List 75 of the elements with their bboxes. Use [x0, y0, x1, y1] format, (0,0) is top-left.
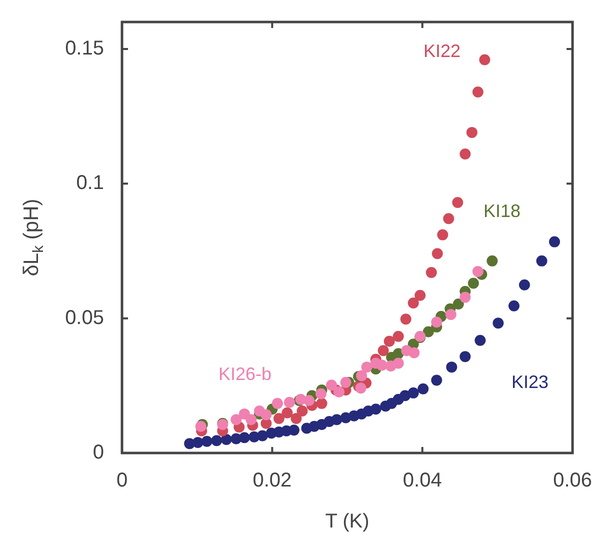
x-axis-title: T (K): [325, 510, 370, 533]
point: [445, 309, 456, 320]
y-tick-label: 0.05: [65, 306, 104, 329]
point: [334, 386, 345, 398]
point: [408, 387, 419, 398]
point: [392, 358, 404, 369]
point: [426, 267, 437, 278]
point: [331, 414, 342, 426]
point: [549, 236, 560, 248]
point: [356, 370, 368, 382]
point: [256, 430, 268, 442]
point: [446, 362, 458, 373]
point: [316, 398, 328, 409]
series-label: KI26-b: [218, 364, 272, 384]
point: [460, 292, 471, 303]
point: [474, 334, 486, 346]
point: [443, 213, 454, 224]
point: [437, 229, 448, 240]
point: [400, 314, 412, 325]
x-tick-label: 0: [116, 470, 128, 492]
point: [238, 432, 250, 444]
point: [230, 414, 242, 426]
point: [303, 394, 314, 406]
point: [431, 374, 442, 386]
point: [284, 396, 295, 408]
point: [486, 255, 498, 266]
text: KI23: [511, 372, 549, 392]
point: [326, 380, 337, 391]
point: [260, 409, 272, 420]
series-label: KI22: [423, 40, 461, 61]
y-axis-title: δLk (pH): [20, 198, 47, 276]
point: [508, 300, 520, 312]
point: [452, 196, 464, 208]
point: [384, 336, 395, 347]
point: [361, 362, 372, 373]
point: [472, 86, 484, 98]
point: [272, 398, 283, 409]
point: [282, 407, 293, 418]
x-tick-label: 0.06: [553, 470, 592, 492]
series-label: KI18: [483, 200, 521, 221]
point: [536, 255, 548, 266]
point: [288, 424, 300, 436]
point: [518, 279, 530, 290]
point: [479, 54, 490, 66]
point: [378, 345, 389, 356]
point: [431, 316, 442, 328]
point: [414, 290, 426, 301]
point: [201, 436, 212, 447]
point: [376, 360, 388, 371]
point: [408, 347, 420, 358]
point: [460, 148, 471, 160]
point: [460, 351, 471, 362]
y-tick-label: 0.1: [76, 172, 104, 194]
point: [296, 405, 308, 416]
point: [492, 318, 504, 329]
point: [273, 413, 284, 424]
y-tick-label: 0: [92, 442, 104, 464]
y-tick-label: 0.15: [65, 37, 104, 60]
point: [290, 413, 302, 424]
point: [466, 126, 478, 138]
x-tick-label: 0.04: [402, 470, 442, 492]
point: [432, 248, 443, 260]
point: [408, 297, 419, 308]
point: [211, 435, 222, 446]
point: [315, 388, 326, 400]
point: [246, 414, 257, 426]
point: [370, 404, 382, 415]
point: [452, 298, 464, 310]
point: [392, 330, 404, 342]
point: [418, 383, 429, 394]
point: [192, 436, 204, 448]
point: [340, 376, 352, 388]
x-tick-label: 0.02: [252, 470, 292, 492]
point: [468, 278, 479, 289]
point: [472, 266, 484, 277]
